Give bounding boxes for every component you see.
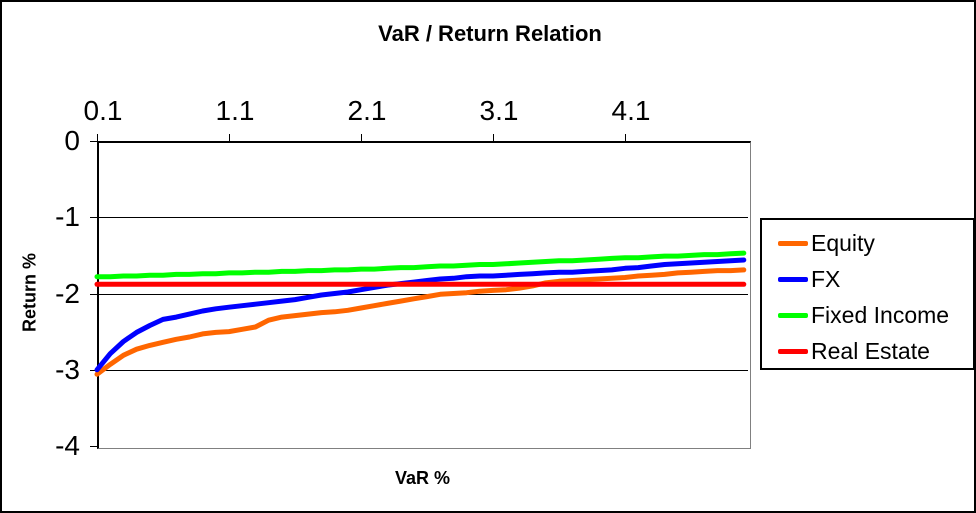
series-line-equity: [94, 267, 747, 377]
legend-item-fixed-income: Fixed Income: [778, 297, 973, 333]
series-lines: [94, 250, 747, 377]
fixed-income-line-swatch: [778, 312, 808, 318]
y-tick-mark: [90, 294, 97, 295]
legend-label: Fixed Income: [811, 301, 950, 328]
gridline-minus-2: [97, 294, 748, 295]
y-tick-label: -3: [55, 354, 80, 385]
series-line-fx: [94, 257, 747, 373]
legend-item-real-estate: Real Estate: [778, 333, 973, 369]
series-line-fixed-income: [94, 250, 747, 280]
chart-title: VaR / Return Relation: [378, 21, 602, 46]
x-tick-mark: [229, 134, 230, 141]
y-tick-label: -4: [55, 430, 80, 461]
legend-label: Equity: [811, 229, 875, 256]
legend-label: Real Estate: [811, 337, 930, 364]
x-tick-mark: [97, 134, 98, 141]
y-tick-label: -1: [55, 201, 80, 232]
y-tick-label: 0: [64, 125, 80, 156]
fx-line-swatch: [778, 276, 808, 282]
x-axis-title: VaR %: [394, 468, 451, 488]
x-tick-mark: [625, 134, 626, 141]
x-tick-label: 3.1: [479, 95, 519, 126]
x-tick-label: 4.1: [611, 95, 651, 126]
gridline-minus-3: [97, 370, 748, 371]
x-tick-mark: [361, 134, 362, 141]
legend-item-fx: FX: [778, 261, 973, 297]
legend-item-equity: Equity: [778, 225, 973, 261]
gridline-minus-1: [97, 217, 748, 218]
x-tick-label: 0.1: [83, 95, 123, 126]
x-tick-label: 2.1: [347, 95, 387, 126]
y-axis-title: Return %: [19, 253, 40, 333]
legend-label: FX: [811, 265, 841, 292]
x-tick-mark: [493, 134, 494, 141]
y-tick-mark: [90, 217, 97, 218]
legend: Equity FX Fixed Income Real Estate: [760, 218, 974, 370]
y-tick-label: -2: [55, 278, 80, 309]
equity-line-swatch: [778, 240, 808, 246]
y-tick-mark: [90, 141, 97, 142]
y-tick-mark: [90, 446, 97, 447]
x-tick-label: 1.1: [215, 95, 255, 126]
real-estate-line-swatch: [778, 348, 808, 354]
y-tick-mark: [90, 370, 97, 371]
